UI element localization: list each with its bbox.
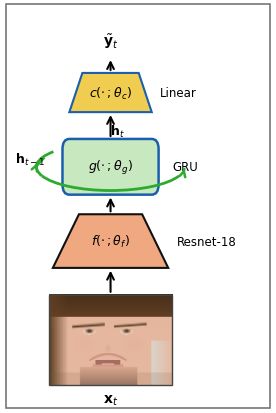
Text: $\mathbf{h}_t$: $\mathbf{h}_t$ <box>110 123 125 140</box>
Bar <box>49 295 172 386</box>
Text: Resnet-18: Resnet-18 <box>176 235 236 248</box>
Text: $g(\cdot\,;\theta_g)$: $g(\cdot\,;\theta_g)$ <box>88 159 133 176</box>
Text: $\tilde{\mathbf{y}}_t$: $\tilde{\mathbf{y}}_t$ <box>103 33 118 51</box>
Text: $\mathbf{x}_t$: $\mathbf{x}_t$ <box>103 393 118 407</box>
Text: $f(\cdot\,;\theta_f)$: $f(\cdot\,;\theta_f)$ <box>91 233 130 249</box>
Polygon shape <box>53 215 168 268</box>
FancyBboxPatch shape <box>62 140 159 195</box>
Polygon shape <box>69 74 152 113</box>
Text: Linear: Linear <box>160 87 197 100</box>
Text: $\mathbf{h}_{t-1}$: $\mathbf{h}_{t-1}$ <box>15 151 44 167</box>
Text: GRU: GRU <box>172 161 198 174</box>
Text: $c(\cdot\,;\theta_c)$: $c(\cdot\,;\theta_c)$ <box>89 85 132 101</box>
